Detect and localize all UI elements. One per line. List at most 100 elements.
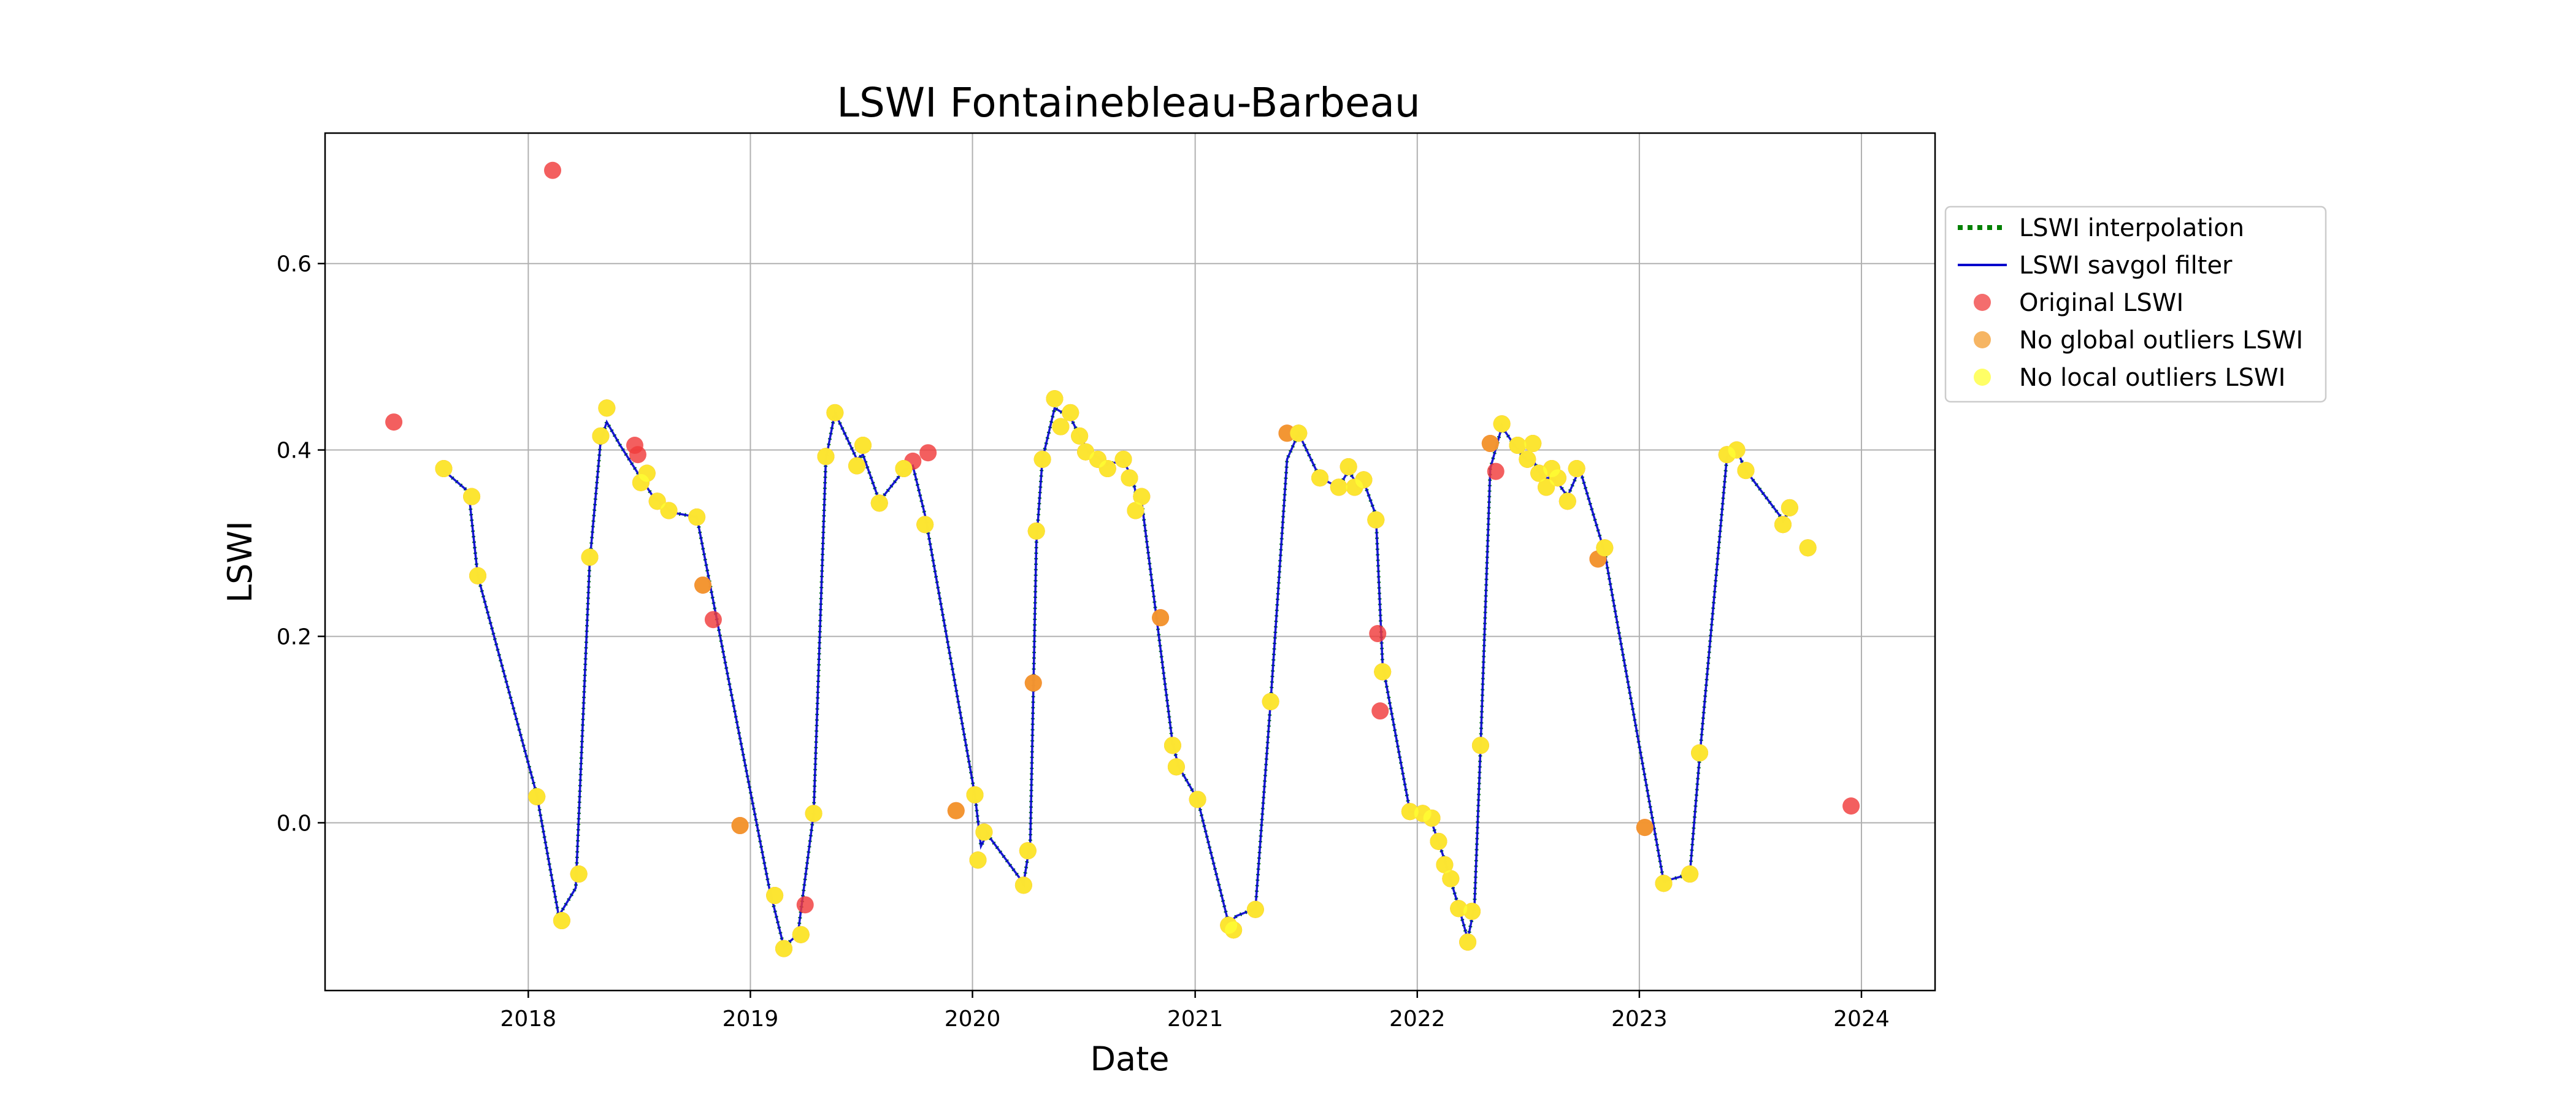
data-point — [1114, 450, 1132, 468]
data-point — [704, 611, 722, 629]
x-tick-label: 2024 — [1833, 1006, 1890, 1032]
data-point — [1487, 462, 1505, 480]
data-point — [1636, 819, 1654, 837]
data-point — [854, 437, 872, 454]
data-point — [1246, 900, 1264, 918]
data-point — [694, 576, 712, 594]
data-point — [1167, 758, 1185, 776]
data-point — [1596, 539, 1614, 557]
data-point — [848, 457, 866, 475]
x-tick-label: 2022 — [1389, 1006, 1446, 1032]
x-axis-ticks: 2018 2019 2020 2021 2022 2023 2024 — [500, 991, 1890, 1032]
data-point — [1369, 625, 1387, 643]
y-tick-label: 0.0 — [277, 811, 312, 836]
data-point — [528, 788, 546, 805]
legend-label: No global outliers LSWI — [2019, 326, 2303, 355]
data-point — [1189, 791, 1206, 808]
data-point — [1799, 539, 1817, 557]
grid-lines — [325, 133, 1935, 991]
data-point — [1781, 499, 1798, 516]
data-point — [1052, 418, 1070, 435]
data-point — [1423, 809, 1441, 827]
data-point — [1046, 390, 1064, 408]
data-point — [1355, 471, 1373, 489]
data-point — [975, 823, 993, 841]
data-point — [1681, 865, 1699, 883]
data-point — [1430, 832, 1447, 850]
data-point — [1290, 424, 1308, 442]
data-point — [688, 508, 706, 526]
data-point — [1436, 856, 1454, 873]
x-tick-label: 2019 — [723, 1006, 779, 1032]
data-point — [1774, 516, 1792, 534]
data-point — [1842, 797, 1860, 815]
data-point — [648, 493, 666, 510]
data-point — [553, 912, 570, 930]
data-point — [660, 502, 678, 519]
data-point — [1558, 493, 1576, 510]
x-tick-label: 2023 — [1611, 1006, 1668, 1032]
data-point — [598, 399, 616, 417]
data-point — [1098, 460, 1116, 478]
data-point — [1691, 744, 1709, 762]
y-tick-label: 0.4 — [277, 439, 312, 464]
data-point — [638, 464, 656, 482]
data-point — [1127, 502, 1144, 519]
chart-title: LSWI Fontainebleau-Barbeau — [837, 79, 1420, 126]
y-tick-label: 0.6 — [277, 252, 312, 277]
data-point — [805, 805, 822, 822]
data-point — [544, 161, 562, 179]
x-axis-label: Date — [1090, 1040, 1169, 1078]
legend-label: LSWI interpolation — [2019, 214, 2244, 242]
data-point — [966, 786, 984, 803]
data-point — [1737, 462, 1755, 480]
data-point — [1024, 674, 1042, 692]
legend-label: No local outliers LSWI — [2019, 364, 2285, 392]
legend-label: LSWI savgol filter — [2019, 251, 2233, 280]
data-point — [1471, 737, 1489, 754]
data-point — [895, 460, 913, 478]
data-point — [766, 887, 784, 905]
data-point — [1367, 511, 1385, 529]
legend-swatch — [1974, 369, 1991, 386]
data-point — [1014, 876, 1032, 894]
data-point — [919, 444, 937, 462]
plot-area-frame — [324, 132, 1936, 992]
data-point — [1225, 921, 1243, 939]
data-point — [1549, 469, 1566, 487]
data-point — [1121, 469, 1138, 487]
data-point — [581, 548, 599, 566]
data-point — [1133, 488, 1151, 505]
data-point — [1062, 404, 1079, 421]
series-points — [385, 161, 1860, 957]
data-point — [463, 488, 481, 505]
legend-label: Original LSWI — [2019, 289, 2183, 317]
data-point — [1311, 469, 1329, 487]
data-point — [1450, 900, 1468, 918]
data-point — [1340, 458, 1357, 476]
data-point — [1481, 435, 1499, 453]
data-point — [1459, 933, 1477, 951]
data-point — [1493, 415, 1511, 433]
data-point — [1330, 478, 1347, 496]
data-point — [1519, 450, 1536, 468]
legend-frame — [1944, 205, 2327, 403]
data-point — [1374, 663, 1392, 681]
y-tick-label: 0.2 — [277, 625, 312, 650]
data-point — [1033, 450, 1051, 468]
data-point — [592, 427, 610, 445]
data-point — [1163, 737, 1181, 754]
data-point — [1371, 702, 1389, 720]
data-point — [731, 817, 749, 835]
legend-swatch — [1974, 331, 1991, 348]
data-point — [969, 851, 987, 869]
legend: LSWI interpolation LSWI savgol filter Orig… — [1944, 205, 2327, 403]
data-point — [1262, 692, 1279, 710]
data-point — [385, 413, 403, 431]
y-axis-ticks: 0.0 0.2 0.4 0.6 — [277, 252, 325, 836]
data-point — [1524, 435, 1542, 453]
data-point — [1509, 437, 1527, 454]
data-point — [826, 404, 844, 421]
data-point — [1071, 427, 1089, 445]
